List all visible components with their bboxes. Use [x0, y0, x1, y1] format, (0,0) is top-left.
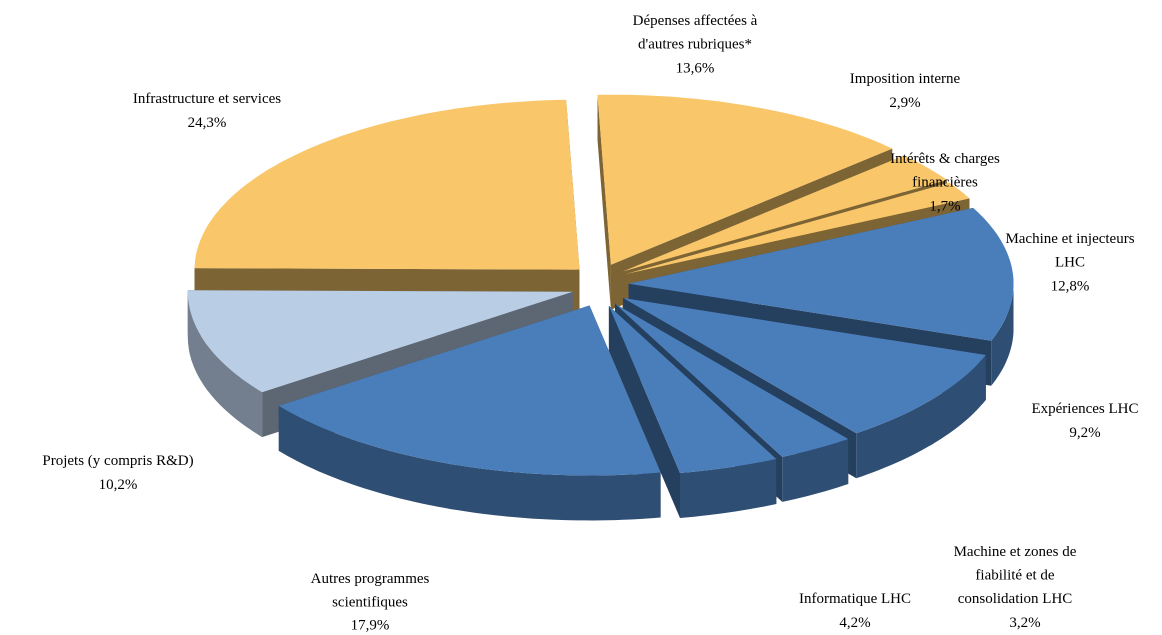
value-label: 3,2%: [1009, 615, 1040, 631]
value-label: 10,2%: [99, 477, 138, 493]
slice: [624, 182, 970, 275]
value-label: 12,8%: [1051, 278, 1090, 294]
slice-label: Imposition interne: [850, 71, 961, 87]
slice-label: Autres programmes scientifiques: [311, 571, 430, 611]
value-label: 24,3%: [188, 115, 227, 131]
slice-wall: [597, 94, 611, 310]
slice-label: Infrastructure et services: [133, 91, 281, 107]
value-label: 1,7%: [929, 198, 960, 214]
slice-label: Dépenses affectées à d'autres rubriques*: [633, 13, 758, 53]
slice: [623, 298, 986, 434]
slice-label: Informatique LHC: [799, 591, 911, 607]
slice-label: Projets (y compris R&D): [42, 453, 193, 469]
slice-side: [782, 439, 849, 502]
slice: [194, 99, 580, 270]
slice-label: Machine et injecteurs LHC: [1005, 231, 1134, 271]
slice-wall: [608, 305, 680, 518]
value-label: 9,2%: [1069, 425, 1100, 441]
slice-label: Machine et zones de fiabilité et de consol…: [954, 544, 1077, 607]
slice-side: [991, 283, 1014, 386]
slice-label: Expériences LHC: [1031, 401, 1138, 417]
slice: [187, 290, 573, 393]
value-label: 4,2%: [839, 615, 870, 631]
slice: [597, 94, 893, 265]
slice: [622, 155, 947, 272]
slice-side: [278, 405, 661, 521]
slice: [615, 303, 849, 457]
value-label: 17,9%: [351, 617, 390, 633]
slice-side: [187, 291, 263, 438]
value-label: 2,9%: [889, 95, 920, 111]
slice: [608, 305, 777, 518]
slice: [628, 207, 1014, 341]
slice: [608, 305, 777, 473]
value-label: 13,6%: [676, 60, 715, 76]
slice-side: [856, 355, 986, 479]
slice: [194, 99, 580, 315]
slice: [278, 305, 661, 521]
slice: [278, 305, 661, 476]
slice-label: Intérêts & charges financières: [890, 151, 1000, 191]
slice-side: [680, 459, 777, 518]
